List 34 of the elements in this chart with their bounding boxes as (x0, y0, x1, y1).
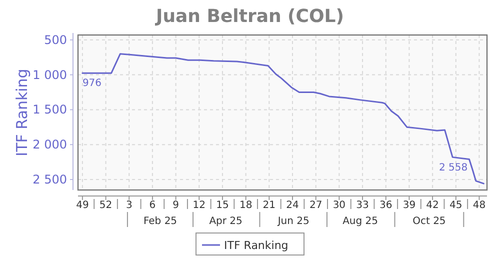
x-tick-label: 12 (192, 200, 206, 211)
annotation: 976 (82, 78, 102, 90)
y-tick-label: 500 (44, 32, 67, 47)
chart-title: Juan Beltran (COL) (154, 6, 344, 27)
annotation: 2 558 (439, 162, 468, 174)
x-tick-label: 27 (309, 200, 322, 211)
x-tick-label: 21 (262, 200, 276, 211)
x-tick-label: 30 (332, 200, 346, 211)
y-tick-label: 2 500 (32, 172, 67, 187)
x-tick-label: 48 (472, 200, 486, 211)
x2-tick-label: Apr 25 (209, 216, 242, 227)
x-tick-label: 49 (76, 200, 89, 211)
x-tick-label: 15 (216, 200, 229, 211)
x-tick-label: 24 (286, 200, 299, 211)
line-series (82, 53, 484, 184)
x-tick-label: 18 (239, 200, 252, 211)
x-tick-label: 39 (402, 200, 416, 211)
x2-tick-label: Feb 25 (143, 216, 178, 227)
y-tick-label: 1 500 (32, 102, 67, 117)
x-tick-label: 3 (126, 200, 132, 211)
x-tick-label: 36 (379, 200, 392, 211)
x-tick-label: 6 (149, 200, 156, 211)
x-tick-label: 9 (172, 200, 179, 211)
x-tick-label: 33 (356, 200, 369, 211)
x2-tick-label: Oct 25 (412, 216, 446, 227)
x-tick-label: 52 (99, 200, 112, 211)
legend-label: ITF Ranking (224, 239, 288, 252)
y-tick-label: 2 000 (32, 138, 67, 152)
y-axis-title: ITF Ranking (13, 68, 31, 156)
x2-tick-label: Jun 25 (276, 216, 310, 227)
x2-tick-label: Aug 25 (342, 216, 378, 227)
x-tick-label: 42 (426, 200, 439, 211)
y-tick-label: 1 000 (32, 68, 67, 82)
x-tick-label: 45 (450, 200, 462, 211)
